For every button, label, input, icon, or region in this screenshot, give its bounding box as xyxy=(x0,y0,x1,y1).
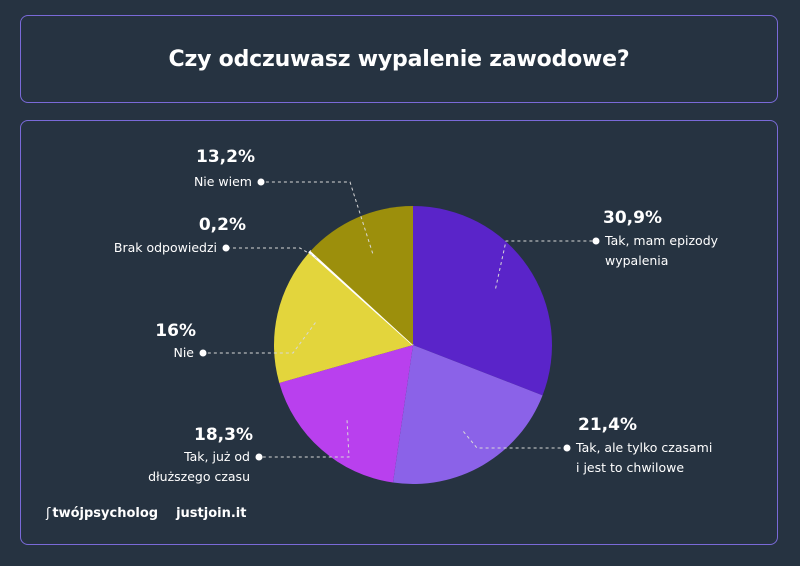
leader-dot-2 xyxy=(563,444,571,452)
slice-category-label-1: wypalenia xyxy=(605,253,668,268)
leader-line-1 xyxy=(495,240,596,289)
pie-slice-3 xyxy=(279,345,413,483)
pie-slice-1 xyxy=(413,206,552,396)
leader-line-3 xyxy=(259,420,350,458)
leader-line-2 xyxy=(463,431,567,449)
twojpsycholog-logo: ʃ twójpsycholog xyxy=(46,506,159,521)
leader-dot-5 xyxy=(222,244,230,252)
justjoin-logo: justjoin.it xyxy=(176,506,247,521)
leader-line-6 xyxy=(261,181,374,254)
slice-category-label-3: Tak, już od xyxy=(183,449,250,464)
chart-panel xyxy=(20,120,778,545)
title-box: Czy odczuwasz wypalenie zawodowe? xyxy=(20,15,778,103)
leader-line-5 xyxy=(226,247,318,259)
slice-category-label-2: i jest to chwilowe xyxy=(576,460,684,475)
slice-category-label-2: Tak, ale tylko czasami xyxy=(575,440,712,455)
slice-value-label-2: 21,4% xyxy=(578,415,637,435)
slice-value-label-3: 18,3% xyxy=(194,425,253,445)
pie-slice-4 xyxy=(274,252,413,383)
leader-dot-6 xyxy=(257,178,265,186)
slice-value-label-5: 0,2% xyxy=(199,215,246,235)
leader-dot-4 xyxy=(199,349,207,357)
logos: ʃ twójpsycholog justjoin.it xyxy=(46,506,246,521)
pie-slice-5 xyxy=(308,250,414,346)
slice-value-label-6: 13,2% xyxy=(196,147,255,167)
pie-slice-6 xyxy=(310,206,413,345)
chart-title: Czy odczuwasz wypalenie zawodowe? xyxy=(168,46,630,72)
slice-category-label-1: Tak, mam epizody xyxy=(604,233,719,248)
slice-category-label-5: Brak odpowiedzi xyxy=(114,240,217,255)
pie-slice-2 xyxy=(392,345,543,485)
leader-dot-1 xyxy=(592,237,600,245)
slice-category-label-4: Nie xyxy=(173,345,194,360)
slice-value-label-4: 16% xyxy=(155,321,196,341)
slice-value-label-1: 30,9% xyxy=(603,208,662,228)
leader-line-4 xyxy=(203,322,316,354)
slice-category-label-3: dłuższego czasu xyxy=(148,469,250,484)
slice-category-label-6: Nie wiem xyxy=(194,174,252,189)
leader-dot-3 xyxy=(255,453,263,461)
logo-mark-icon: ʃ xyxy=(46,506,51,521)
